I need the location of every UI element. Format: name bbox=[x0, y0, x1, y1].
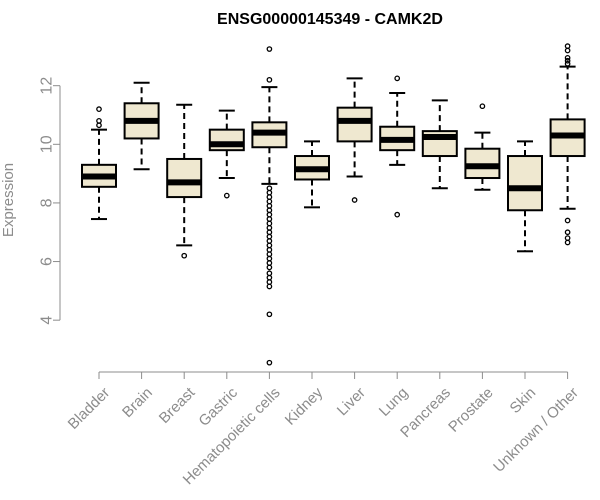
y-axis: 4 6 8 10 12 bbox=[39, 77, 61, 325]
boxes-group bbox=[81, 43, 586, 366]
box-unknown-other bbox=[549, 43, 586, 246]
box-bladder bbox=[81, 106, 117, 221]
outlier-point bbox=[181, 252, 188, 259]
x-tick-label: Skin bbox=[507, 384, 540, 417]
outlier-point bbox=[266, 251, 273, 258]
outlier-point bbox=[564, 43, 571, 49]
x-tick-label: Prostate bbox=[445, 384, 497, 436]
outlier-point bbox=[266, 220, 273, 227]
iqr-box bbox=[166, 157, 203, 199]
outlier-point bbox=[266, 279, 273, 285]
outlier-point bbox=[96, 106, 102, 112]
outlier-point bbox=[564, 217, 571, 224]
outlier-point bbox=[266, 185, 273, 192]
box-prostate bbox=[464, 103, 501, 191]
outlier-point bbox=[266, 229, 273, 236]
outlier-point bbox=[564, 60, 571, 67]
outlier-point bbox=[266, 211, 273, 218]
outlier-point bbox=[266, 264, 273, 271]
outlier-point bbox=[266, 274, 273, 281]
outlier-point bbox=[394, 211, 401, 218]
y-axis-label: Expression bbox=[0, 163, 17, 237]
outlier-point bbox=[96, 122, 102, 129]
outlier-point bbox=[266, 216, 273, 222]
outlier-point bbox=[266, 283, 273, 290]
outlier-point bbox=[564, 47, 571, 54]
box-breast bbox=[166, 103, 203, 259]
box-hematopoietic-cells bbox=[251, 46, 288, 366]
outlier-point bbox=[564, 239, 571, 246]
x-tick-label: Lung bbox=[376, 384, 412, 420]
outlier-point bbox=[266, 246, 273, 253]
outlier-point bbox=[96, 118, 102, 124]
outlier-point bbox=[266, 238, 273, 244]
outlier-point bbox=[266, 76, 273, 83]
y-tick-label: 8 bbox=[39, 198, 56, 207]
outlier-point bbox=[266, 311, 273, 318]
outlier-point bbox=[564, 235, 571, 241]
x-tick-label: Bladder bbox=[65, 384, 114, 433]
box-lung bbox=[379, 75, 416, 218]
outlier-point bbox=[564, 54, 571, 61]
outlier-point bbox=[479, 103, 486, 110]
y-tick-label: 6 bbox=[39, 257, 56, 266]
outlier-point bbox=[266, 224, 273, 231]
box-kidney bbox=[294, 140, 330, 209]
outlier-point bbox=[223, 192, 230, 199]
y-tick-label: 12 bbox=[39, 77, 56, 95]
box-liver bbox=[336, 77, 373, 203]
outlier-point bbox=[394, 75, 401, 82]
y-tick-label: 4 bbox=[39, 316, 56, 325]
box-brain bbox=[123, 81, 160, 171]
outlier-point bbox=[266, 260, 273, 266]
outlier-point bbox=[266, 189, 273, 196]
outlier-point bbox=[266, 46, 273, 52]
outlier-point bbox=[266, 207, 273, 214]
outlier-point bbox=[564, 57, 571, 64]
outlier-point bbox=[266, 194, 273, 200]
x-tick-label: Kidney bbox=[282, 384, 327, 429]
outlier-point bbox=[266, 233, 273, 240]
iqr-box bbox=[507, 155, 543, 212]
box-gastric bbox=[208, 109, 245, 199]
outlier-point bbox=[266, 198, 273, 205]
outlier-point bbox=[564, 229, 571, 236]
outlier-point bbox=[266, 359, 273, 366]
y-tick-label: 10 bbox=[39, 135, 56, 153]
iqr-box bbox=[336, 106, 373, 143]
box-skin bbox=[507, 140, 543, 253]
x-tick-label: Breast bbox=[156, 384, 199, 427]
box-pancreas bbox=[421, 99, 458, 190]
outlier-point bbox=[266, 242, 273, 249]
x-tick-label: Liver bbox=[334, 384, 369, 419]
outlier-point bbox=[266, 270, 273, 277]
x-tick-label: Brain bbox=[119, 384, 156, 421]
outlier-point bbox=[266, 255, 273, 262]
outlier-point bbox=[266, 203, 273, 209]
outlier-point bbox=[351, 197, 358, 203]
chart-title: ENSG00000145349 - CAMK2D bbox=[217, 11, 443, 28]
